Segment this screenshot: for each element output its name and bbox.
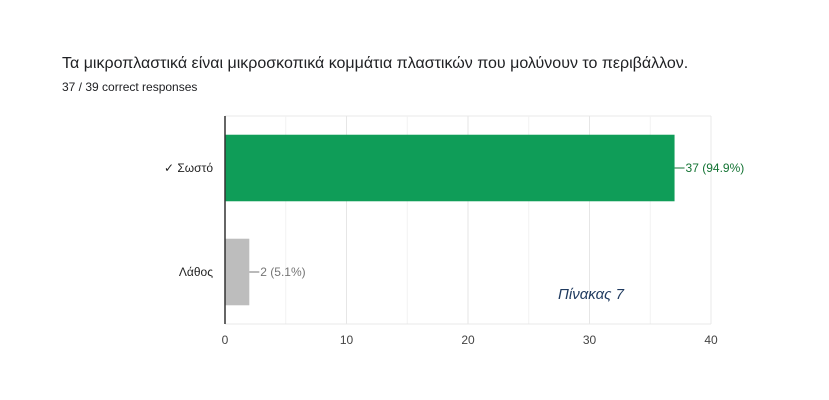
x-tick-label: 20	[461, 333, 475, 347]
category-label: Λάθος	[179, 265, 213, 279]
data-label: 37 (94.9%)	[686, 161, 745, 175]
bar-incorrect	[225, 238, 250, 306]
x-tick-label: 40	[704, 333, 718, 347]
data-label: 2 (5.1%)	[260, 265, 305, 279]
x-tick-label: 30	[583, 333, 597, 347]
question-title: Τα μικροπλαστικά είναι μικροσκοπικά κομμ…	[62, 55, 689, 72]
x-tick-label: 0	[222, 333, 229, 347]
chart-annotation: Πίνακας 7	[558, 286, 625, 303]
response-count: 37 / 39 correct responses	[62, 80, 198, 94]
x-tick-label: 10	[340, 333, 354, 347]
bar-correct	[225, 134, 675, 202]
category-label: ✓ Σωστό	[164, 161, 213, 175]
